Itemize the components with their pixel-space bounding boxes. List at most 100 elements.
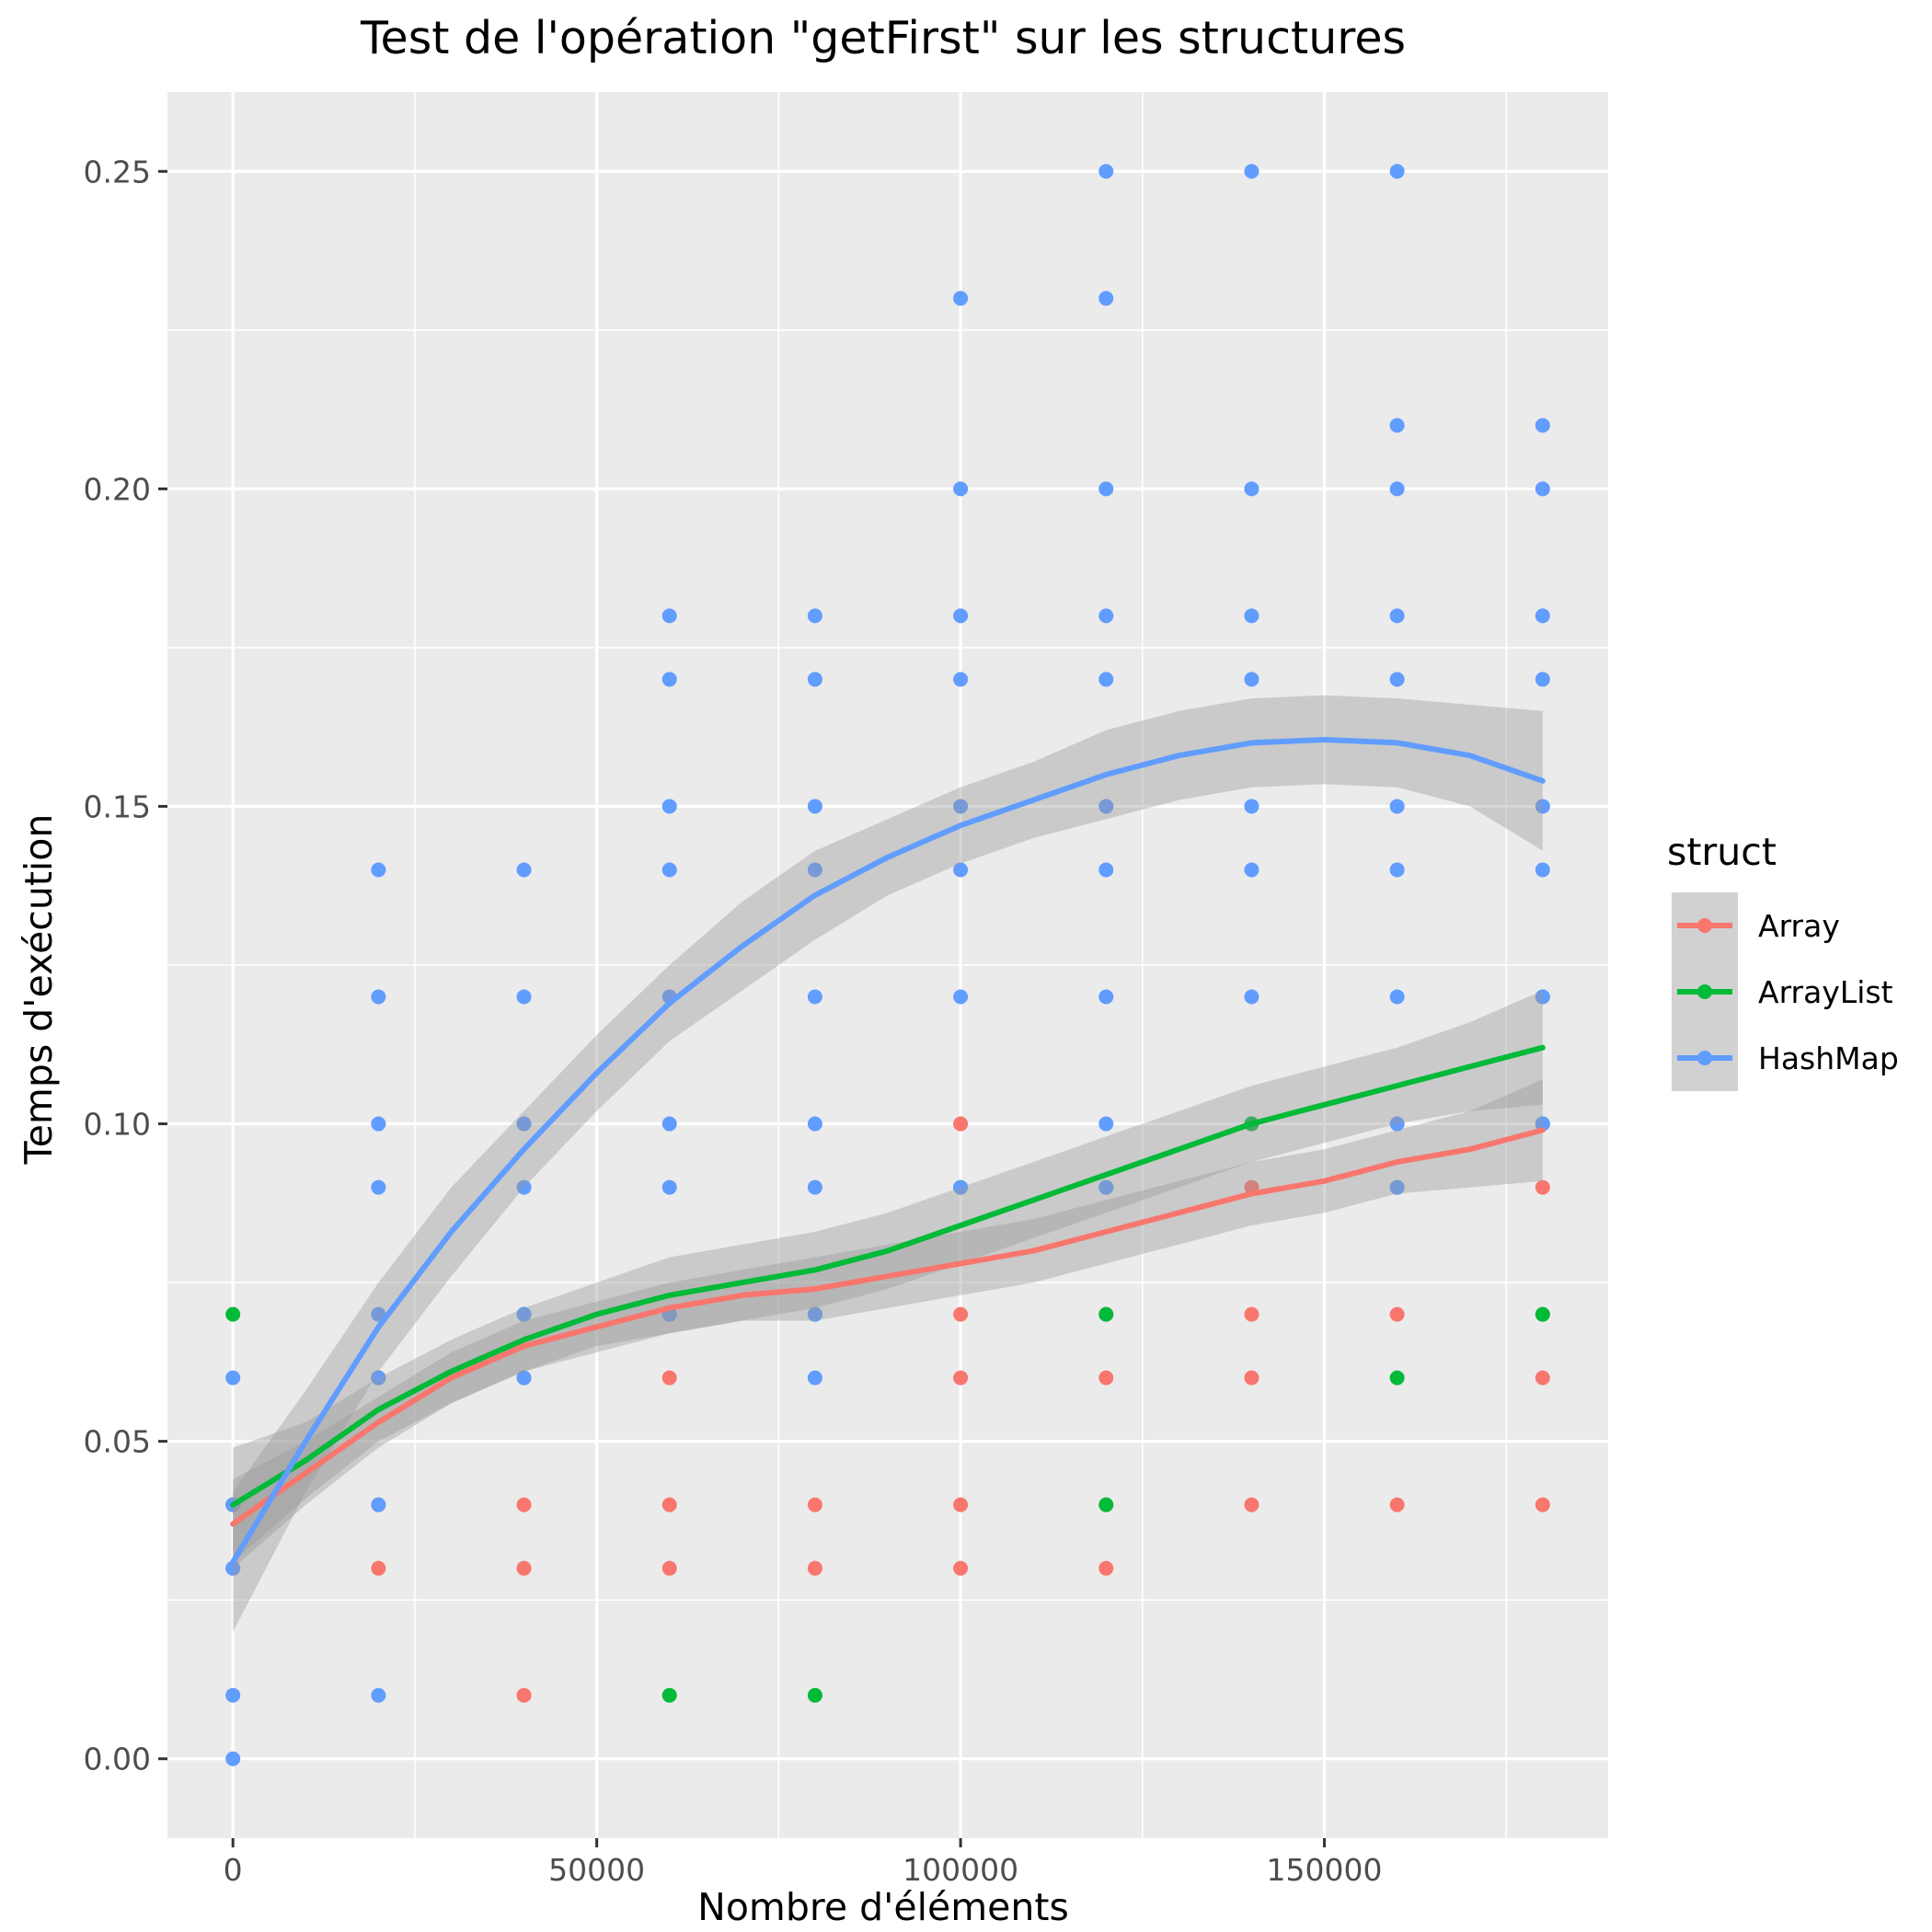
data-point	[953, 1306, 969, 1322]
data-point	[661, 1560, 677, 1576]
x-tick-label: 150000	[1267, 1852, 1383, 1888]
data-point	[516, 1687, 532, 1703]
y-axis-title: Temps d'exécution	[17, 814, 61, 1166]
data-point	[1098, 1560, 1114, 1576]
data-point	[516, 1370, 532, 1386]
data-point	[807, 1687, 822, 1703]
data-point	[953, 799, 969, 814]
data-point	[1389, 418, 1405, 433]
data-point	[1535, 1116, 1550, 1132]
data-point	[1389, 1370, 1405, 1386]
data-point	[953, 608, 969, 624]
data-point	[1535, 1306, 1550, 1322]
data-point	[1098, 1370, 1114, 1386]
y-tick-label: 0.15	[84, 788, 151, 824]
x-axis-title: Nombre d'éléments	[697, 1885, 1069, 1929]
data-point	[807, 862, 822, 878]
legend-label: Array	[1758, 908, 1840, 944]
data-point	[661, 672, 677, 687]
data-point	[661, 799, 677, 814]
data-point	[661, 1370, 677, 1386]
data-point	[953, 862, 969, 878]
data-point	[1244, 481, 1259, 497]
data-point	[807, 608, 822, 624]
data-point	[1244, 862, 1259, 878]
data-point	[1244, 608, 1259, 624]
data-point	[1389, 672, 1405, 687]
data-point	[661, 1179, 677, 1195]
data-point	[807, 1497, 822, 1512]
data-point	[1244, 672, 1259, 687]
data-point	[1389, 1306, 1405, 1322]
data-point	[371, 1370, 386, 1386]
smooth-line-array	[230, 1127, 1546, 1527]
data-point	[371, 1560, 386, 1576]
data-point	[1244, 1370, 1259, 1386]
data-point	[953, 1116, 969, 1132]
data-point	[1535, 1179, 1550, 1195]
data-point	[953, 1179, 969, 1195]
data-point	[1535, 418, 1550, 433]
data-point	[516, 1306, 532, 1322]
data-point	[225, 1687, 241, 1703]
legend-key-point	[1697, 984, 1712, 999]
data-point	[661, 608, 677, 624]
data-point	[1389, 799, 1405, 814]
smooth-line-hashmap	[230, 737, 1546, 1565]
data-point	[1389, 1497, 1405, 1512]
data-point	[1389, 989, 1405, 1005]
data-point	[225, 1560, 241, 1576]
x-axis: 0 50000 100000 150000	[224, 1838, 1383, 1888]
data-point	[371, 862, 386, 878]
legend-key-point	[1697, 1051, 1712, 1065]
data-point	[807, 799, 822, 814]
data-point	[1244, 1306, 1259, 1322]
data-point	[1535, 481, 1550, 497]
data-point	[1098, 164, 1114, 179]
data-point	[1098, 1179, 1114, 1195]
data-point	[371, 1116, 386, 1132]
data-point	[225, 1306, 241, 1322]
data-point	[807, 1370, 822, 1386]
x-tick-label: 100000	[903, 1852, 1018, 1888]
data-point	[953, 1560, 969, 1576]
data-point	[371, 1179, 386, 1195]
data-point	[953, 1370, 969, 1386]
data-point	[1535, 989, 1550, 1005]
y-tick-label: 0.10	[84, 1107, 151, 1143]
data-point	[1244, 164, 1259, 179]
chart-title: Test de l'opération "getFirst" sur les s…	[360, 12, 1406, 64]
data-point	[661, 1116, 677, 1132]
data-point	[1098, 672, 1114, 687]
data-point	[1098, 481, 1114, 497]
data-point	[1098, 989, 1114, 1005]
x-tick-label: 50000	[548, 1852, 645, 1888]
data-point	[1535, 672, 1550, 687]
data-point	[516, 862, 532, 878]
data-point	[1535, 799, 1550, 814]
data-point	[1389, 1179, 1405, 1195]
legend-key-point	[1697, 918, 1712, 933]
data-point	[1098, 291, 1114, 306]
data-point	[1535, 1370, 1550, 1386]
data-point	[1389, 608, 1405, 624]
y-tick-label: 0.00	[84, 1742, 151, 1777]
data-point	[371, 1497, 386, 1512]
data-point	[807, 1179, 822, 1195]
data-point	[807, 1116, 822, 1132]
y-tick-label: 0.20	[84, 471, 151, 507]
data-point	[1535, 608, 1550, 624]
data-point	[807, 1560, 822, 1576]
legend: struct Array ArrayList HashMap	[1667, 830, 1899, 1091]
data-point	[1098, 862, 1114, 878]
legend-label: HashMap	[1758, 1041, 1899, 1076]
data-point	[1098, 1306, 1114, 1322]
confidence-band-hashmap	[233, 695, 1543, 1632]
data-point	[953, 1497, 969, 1512]
data-point	[1389, 164, 1405, 179]
data-point	[1389, 481, 1405, 497]
data-point	[1098, 799, 1114, 814]
data-point	[807, 672, 822, 687]
x-tick-label: 0	[224, 1852, 243, 1888]
